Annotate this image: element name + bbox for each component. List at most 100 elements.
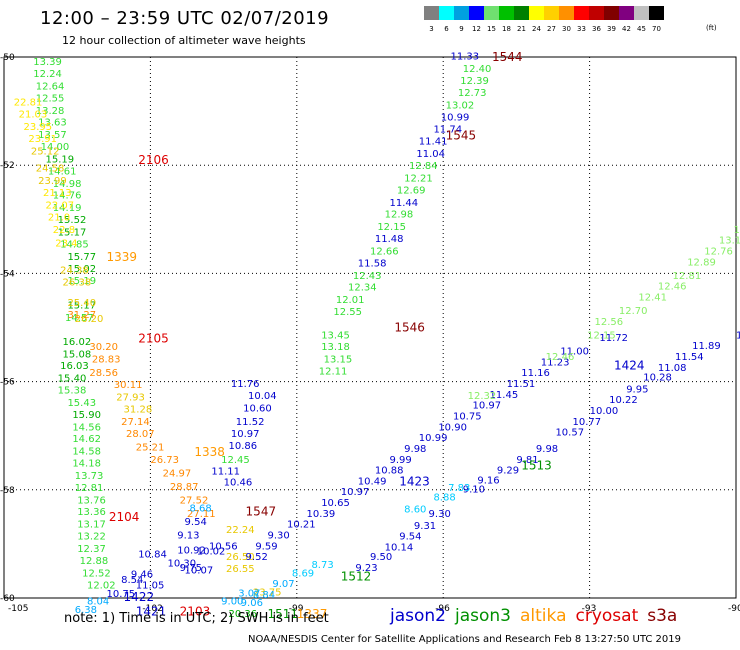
scale-swatch — [454, 6, 469, 20]
scale-label: 39 — [607, 25, 616, 33]
wave-height-value: 15.77 — [67, 252, 96, 263]
scale-label: 12 — [472, 25, 481, 33]
wave-height-value: 24.58 — [36, 164, 65, 175]
wave-height-value: 16.03 — [60, 361, 89, 372]
y-tick-label: -52 — [0, 161, 15, 171]
wave-height-value: 13.15 — [324, 355, 353, 366]
scale-item: 42 — [619, 6, 634, 33]
wave-height-value: 12.11 — [319, 367, 348, 378]
chart-subtitle: 12 hour collection of altimeter wave hei… — [62, 34, 306, 47]
wave-height-value: 9.99 — [390, 455, 412, 466]
wave-height-value: 10.14 — [385, 542, 414, 553]
scale-label: 70 — [652, 25, 661, 33]
wave-height-value: 14.18 — [72, 459, 101, 470]
wave-height-value: 15.43 — [67, 398, 96, 409]
wave-height-value: 23.99 — [38, 176, 67, 187]
wave-height-value: 14.61 — [48, 166, 77, 177]
wave-height-value: 16.02 — [63, 337, 92, 348]
pass-time-label: 1421 — [136, 605, 167, 619]
wave-height-value: 14.85 — [60, 239, 89, 250]
wave-height-value: 25.40 — [67, 298, 96, 309]
wave-height-value: 9.95 — [626, 384, 648, 395]
wave-height-value: 9.75 — [180, 563, 202, 574]
wave-height-value: 9.29 — [497, 466, 519, 477]
wave-height-value: 3.07 — [238, 588, 260, 599]
wave-height-value: 9.30 — [268, 530, 290, 541]
wave-height-value: 12.21 — [404, 173, 433, 184]
wave-height-value: 13.76 — [77, 495, 106, 506]
scale-swatch — [604, 6, 619, 20]
legend-jason2: jason2 — [390, 606, 446, 626]
wave-height-value: 9.81 — [516, 455, 538, 466]
wave-height-value: 13.17 — [77, 520, 106, 531]
wave-height-value: 28.56 — [89, 368, 118, 379]
wave-height-value: 11.74 — [433, 125, 462, 136]
wave-height-value: 13.73 — [75, 471, 104, 482]
wave-height-value: 8.69 — [292, 568, 314, 579]
scale-label: 18 — [502, 25, 511, 33]
wave-height-value: 15.19 — [45, 154, 74, 165]
scale-item: 21 — [514, 6, 529, 33]
scale-swatch — [499, 6, 514, 20]
wave-height-value: 26.38 — [63, 277, 92, 288]
wave-height-value: 12.37 — [77, 544, 106, 555]
scale-item: 3 — [424, 6, 439, 33]
scale-item: 30 — [559, 6, 574, 33]
wave-height-value: 9.46 — [131, 569, 153, 580]
wave-height-value: 15.19 — [67, 276, 96, 287]
wave-height-value: 11.33 — [451, 52, 480, 63]
wave-height-value: 10.84 — [138, 549, 167, 560]
wave-height-value: 11.23 — [541, 357, 570, 368]
wave-height-value: 8.84 — [253, 590, 275, 601]
wave-height-value: 10.65 — [321, 498, 350, 509]
wave-height-value: 9.00 — [221, 596, 243, 607]
wave-height-value: 10.04 — [248, 391, 277, 402]
wave-height-value: 12.64 — [36, 81, 65, 92]
scale-label: 3 — [429, 25, 434, 33]
wave-height-value: 21.13 — [43, 188, 72, 199]
wave-height-value: 13.18 — [321, 342, 350, 353]
wave-height-value: 11.68 — [736, 330, 740, 341]
x-tick-label: -102 — [142, 604, 162, 614]
scale-label: 33 — [577, 25, 586, 33]
wave-height-value: 6.38 — [75, 605, 97, 616]
scale-item: 18 — [499, 6, 514, 33]
wave-height-value: 12.81 — [75, 483, 104, 494]
wave-height-value: 22.24 — [226, 525, 255, 536]
wave-height-value: 12.88 — [80, 556, 109, 567]
wave-height-value: 15.90 — [72, 410, 101, 421]
wave-height-value: 9.06 — [241, 598, 263, 609]
wave-height-value: 10.75 — [106, 589, 135, 600]
footer-note: note: 1) Time is in UTC; 2) SWH is in fe… — [64, 611, 329, 626]
wave-height-value: 27.52 — [180, 495, 209, 506]
pass-time-label: 2103 — [180, 605, 211, 619]
wave-height-value: 9.16 — [477, 475, 499, 486]
wave-height-value: 11.05 — [136, 580, 165, 591]
map-frame — [3, 56, 737, 599]
wave-height-value: 11.52 — [236, 417, 265, 428]
wave-height-value: 13.21 — [734, 225, 740, 236]
wave-height-value: 11.16 — [521, 368, 550, 379]
wave-height-value: 11.45 — [490, 390, 519, 401]
wave-height-value: 15.40 — [58, 374, 87, 385]
wave-height-value: 14.00 — [41, 142, 70, 153]
x-tick-label: -96 — [435, 604, 450, 614]
wave-height-value: 11.41 — [419, 137, 448, 148]
wave-height-value: 12.40 — [463, 64, 492, 75]
wave-height-value: 26.73 — [150, 455, 179, 466]
wave-height-value: 12.43 — [353, 271, 382, 282]
scale-item: 12 — [469, 6, 484, 33]
legend-jason3: jason3 — [455, 606, 511, 626]
wave-height-value: 30.11 — [114, 380, 143, 391]
wave-height-value: 12.34 — [348, 283, 377, 294]
wave-height-value: 12.69 — [397, 185, 426, 196]
scale-item: 45 — [634, 6, 649, 33]
wave-height-value: 11.48 — [375, 234, 404, 245]
scale-item: 9 — [454, 6, 469, 33]
wave-height-value: 21.03 — [19, 110, 48, 121]
wave-height-value: 12.55 — [36, 93, 65, 104]
scale-label: 27 — [547, 25, 556, 33]
wave-height-value: 9.98 — [536, 444, 558, 455]
scale-label: 30 — [562, 25, 571, 33]
